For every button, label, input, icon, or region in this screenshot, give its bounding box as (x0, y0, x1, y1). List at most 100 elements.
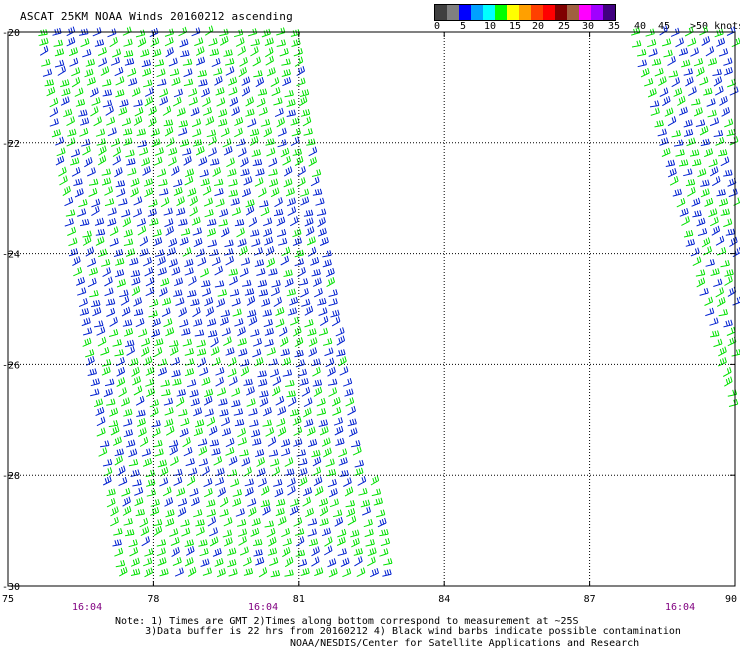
wind-barb (135, 508, 145, 517)
wind-barb (382, 569, 392, 577)
wind-barb (75, 98, 86, 107)
wind-barb (313, 287, 323, 298)
wind-barb (298, 476, 308, 487)
wind-barb (154, 59, 165, 67)
wind-barb (157, 168, 167, 178)
wind-barb (316, 208, 327, 216)
wind-barb (86, 167, 96, 177)
wind-barb (649, 100, 660, 108)
wind-barb (683, 229, 694, 238)
wind-speed-legend: 0 5 10 15 20 25 30 35 40 45 >50 knots (434, 4, 740, 32)
wind-barb (280, 255, 290, 266)
wind-barb (667, 168, 677, 178)
wind-barb (708, 158, 718, 168)
wind-barb (143, 557, 153, 567)
wind-barb (709, 117, 720, 127)
lon-label: 81 (293, 594, 305, 605)
wind-barb (207, 329, 218, 338)
wind-barb (325, 357, 335, 368)
wind-barb (319, 506, 329, 517)
wind-barb (214, 265, 223, 276)
wind-barb (225, 66, 235, 76)
wind-barb (58, 166, 67, 177)
wind-barb (182, 58, 193, 66)
wind-barb (683, 68, 693, 76)
wind-barb (282, 369, 293, 377)
wind-barb (66, 116, 75, 127)
wind-barb (692, 256, 702, 267)
wind-barb (123, 128, 133, 136)
wind-barb (90, 87, 99, 98)
wind-barb (197, 357, 207, 368)
wind-barb (317, 227, 327, 237)
wind-barb (217, 486, 226, 498)
wind-barb (263, 228, 273, 237)
wind-barb (683, 128, 694, 137)
wind-barb (193, 407, 203, 417)
wind-barb (112, 539, 122, 547)
wind-barb (286, 197, 296, 207)
wind-barb (297, 558, 308, 567)
wind-barb (114, 349, 124, 357)
legend-swatch (555, 5, 567, 20)
wind-barb (234, 219, 245, 227)
wind-barb (338, 448, 348, 458)
wind-barb (210, 346, 220, 356)
wind-barb (147, 208, 157, 217)
wind-barb (721, 106, 730, 117)
wind-barb (303, 397, 313, 408)
wind-barb (234, 418, 245, 427)
wind-barb (271, 466, 281, 477)
wind-barb (153, 156, 163, 166)
wind-barb (209, 527, 218, 537)
wind-barb (153, 347, 163, 358)
wind-barb (677, 95, 686, 106)
wind-barb (106, 497, 116, 508)
wind-barb (102, 475, 112, 486)
wind-barb (357, 476, 367, 486)
wind-barb (257, 88, 268, 96)
wind-barb (271, 87, 281, 97)
wind-barb (242, 556, 252, 567)
wind-barb (650, 107, 660, 116)
wind-barb (187, 187, 197, 197)
wind-barb (189, 195, 198, 207)
wind-barb (170, 456, 179, 466)
wind-barb (192, 227, 202, 236)
wind-barb (133, 115, 143, 126)
legend-label: 45 (658, 21, 671, 32)
wind-barb (133, 308, 144, 316)
wind-barb (337, 528, 347, 538)
wind-barb (163, 318, 173, 328)
wind-barb (133, 208, 142, 218)
wind-barb (327, 366, 336, 377)
wind-barb (282, 546, 291, 558)
wind-barb (144, 187, 154, 198)
wind-barb (259, 397, 269, 407)
wind-barb (149, 399, 159, 408)
wind-barb (132, 376, 141, 386)
wind-barb (276, 39, 286, 47)
wind-barb (187, 566, 197, 577)
wind-barb (687, 37, 697, 47)
wind-barb (289, 216, 299, 227)
wind-barb (79, 117, 90, 126)
wind-barb (165, 225, 174, 236)
wind-barb (299, 89, 310, 97)
wind-barb (144, 96, 154, 107)
wind-barb (262, 406, 272, 417)
wind-barb (82, 337, 92, 347)
wind-barb (718, 198, 729, 207)
wind-barb (109, 226, 119, 237)
wind-barb (223, 146, 233, 156)
wind-barb (56, 147, 66, 157)
lon-label: 75 (2, 594, 14, 605)
wind-barb (140, 526, 150, 537)
wind-barb (115, 89, 125, 98)
wind-barb (127, 67, 137, 77)
time-label: 16:04 (248, 602, 278, 613)
wind-barb (265, 138, 275, 146)
wind-barb (242, 279, 252, 287)
wind-barb (235, 508, 245, 517)
